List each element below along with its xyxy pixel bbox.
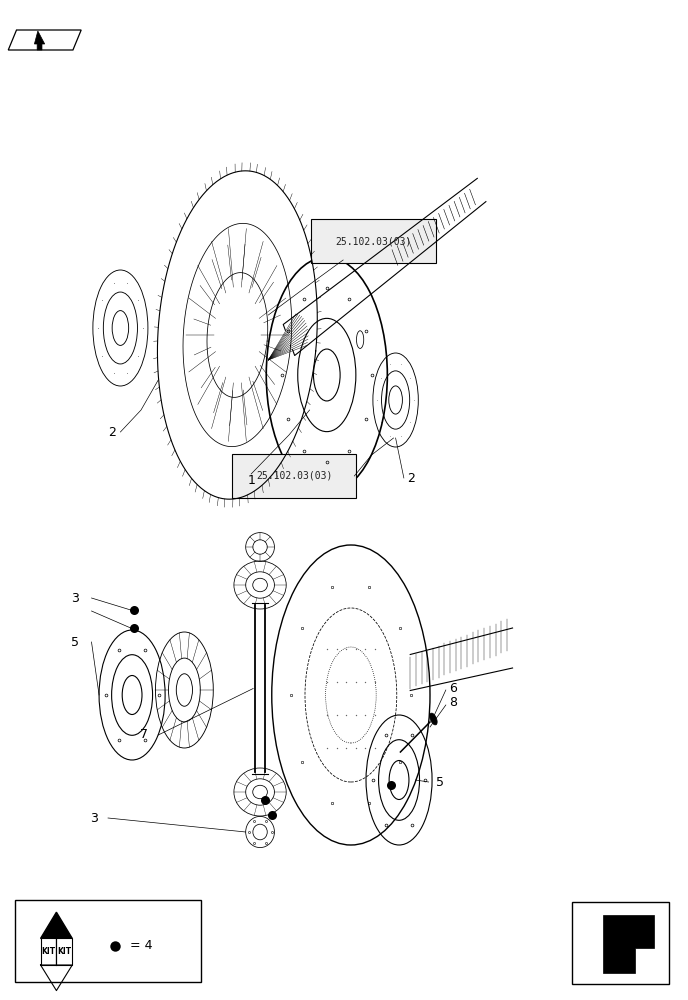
Polygon shape — [41, 938, 56, 965]
Text: 1: 1 — [247, 474, 255, 487]
Polygon shape — [603, 915, 654, 973]
Text: 25.102.03(03): 25.102.03(03) — [256, 471, 332, 481]
Polygon shape — [56, 938, 72, 965]
Text: 7: 7 — [140, 728, 148, 742]
Polygon shape — [34, 31, 45, 50]
FancyBboxPatch shape — [232, 454, 356, 498]
Bar — [572, 902, 669, 984]
Text: 25.102.03(03): 25.102.03(03) — [335, 236, 411, 246]
Bar — [15, 900, 201, 982]
Text: 2: 2 — [108, 426, 116, 438]
Text: 6: 6 — [449, 682, 457, 694]
Polygon shape — [41, 912, 72, 938]
Text: KIT: KIT — [41, 947, 56, 956]
Text: 5: 5 — [436, 776, 444, 788]
Text: 8: 8 — [449, 696, 458, 710]
Text: 2: 2 — [407, 472, 415, 485]
Text: 3: 3 — [90, 812, 98, 824]
Text: KIT: KIT — [57, 947, 72, 956]
FancyBboxPatch shape — [311, 219, 436, 263]
Text: = 4: = 4 — [130, 939, 153, 952]
Text: 5: 5 — [71, 636, 79, 648]
Text: 3: 3 — [72, 591, 79, 604]
Ellipse shape — [430, 713, 437, 725]
